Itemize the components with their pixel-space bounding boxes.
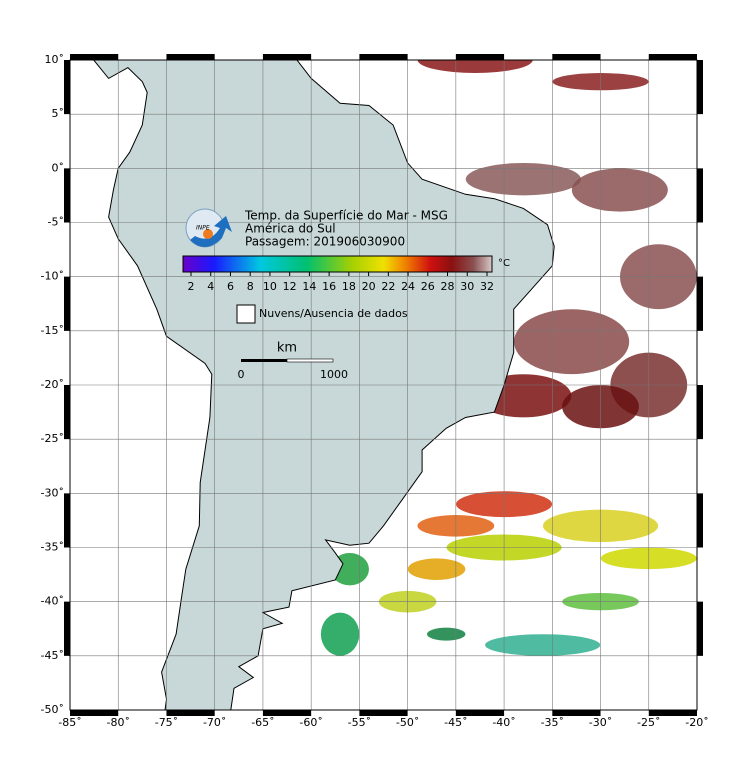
- lat-tick-label: 0˚: [52, 161, 65, 174]
- lat-tick-label: -35˚: [41, 541, 64, 554]
- colorbar-tick-label: 22: [381, 280, 395, 293]
- legend-swatch: [236, 304, 256, 324]
- lat-tick-label: -10˚: [41, 270, 64, 283]
- sst-patch: [571, 168, 668, 212]
- colorbar-ticks: 2 4 6 8 10 12 14 16 18 20 22 24 26 28 30 32: [188, 272, 494, 293]
- lon-tick-label: -35˚: [541, 716, 564, 729]
- lat-tick-label: -30˚: [41, 486, 64, 499]
- colorbar-tick-label: 14: [302, 280, 316, 293]
- lon-tick-label: -85˚: [58, 716, 81, 729]
- sst-patch: [514, 309, 630, 375]
- sst-patch: [485, 634, 601, 656]
- lat-tick-label: -45˚: [41, 649, 64, 662]
- colorbar-tick-label: 6: [227, 280, 234, 293]
- info-panel: INPE Temp. da Superfície do Mar - MSG Am…: [182, 208, 510, 381]
- lat-tick-label: -40˚: [41, 595, 64, 608]
- lon-tick-label: -20˚: [685, 716, 708, 729]
- tick-labels: -85˚ -80˚ -75˚ -70˚ -65˚ -60˚ -55˚ -50˚ -45˚ -40˚…: [41, 53, 709, 729]
- lon-tick-label: -65˚: [251, 716, 274, 729]
- scale-label: 0: [238, 368, 245, 381]
- sst-patch: [407, 558, 466, 580]
- colorbar-tick-label: 18: [342, 280, 356, 293]
- lon-tick-label: -25˚: [637, 716, 660, 729]
- colorbar-tick-label: 20: [362, 280, 376, 293]
- colorbar-unit: °C: [498, 258, 510, 269]
- lon-tick-label: -55˚: [348, 716, 371, 729]
- scale-unit: km: [277, 341, 297, 356]
- lon-tick-label: -45˚: [444, 716, 467, 729]
- logo-sun: [203, 229, 213, 239]
- lat-tick-label: -20˚: [41, 378, 64, 391]
- lat-tick-label: -50˚: [41, 703, 64, 716]
- lon-tick-label: -30˚: [589, 716, 612, 729]
- scale-label: 1000: [320, 368, 348, 381]
- colorbar-tick-label: 12: [283, 280, 297, 293]
- lat-tick-label: -15˚: [41, 324, 64, 337]
- colorbar-tick-label: 16: [322, 280, 336, 293]
- colorbar-tick-label: 32: [480, 280, 494, 293]
- colorbar-tick-label: 24: [401, 280, 415, 293]
- lon-tick-label: -70˚: [203, 716, 226, 729]
- lat-tick-label: 5˚: [52, 107, 65, 120]
- lon-tick-label: -75˚: [155, 716, 178, 729]
- sst-patch: [465, 162, 581, 196]
- lon-tick-label: -50˚: [396, 716, 419, 729]
- subtitle: América do Sul: [245, 222, 336, 236]
- pass-time: Passagem: 201906030900: [245, 235, 405, 249]
- lon-tick-label: -40˚: [492, 716, 515, 729]
- sst-patch: [320, 612, 360, 656]
- scale-bar-segment: [286, 358, 334, 363]
- lat-tick-label: -5˚: [48, 216, 64, 229]
- map-frame: [64, 54, 703, 716]
- sst-patch: [427, 627, 466, 641]
- colorbar: [182, 255, 493, 273]
- colorbar-tick-label: 28: [441, 280, 455, 293]
- colorbar-tick-label: 2: [188, 280, 195, 293]
- lat-tick-label: -25˚: [41, 432, 64, 445]
- continent: [93, 60, 555, 710]
- lon-tick-label: -80˚: [106, 716, 129, 729]
- title: Temp. da Superfície do Mar - MSG: [244, 209, 448, 223]
- colorbar-tick-label: 30: [460, 280, 474, 293]
- legend-text: Nuvens/Ausencia de dados: [259, 307, 408, 320]
- colorbar-tick-label: 4: [207, 280, 214, 293]
- colorbar-tick-label: 26: [421, 280, 435, 293]
- lon-tick-label: -60˚: [299, 716, 322, 729]
- logo-arrow: [190, 216, 232, 248]
- colorbar-tick-label: 8: [247, 280, 254, 293]
- lat-tick-label: 10˚: [45, 53, 65, 66]
- colorbar-tick-label: 10: [263, 280, 277, 293]
- logo-text: INPE: [196, 225, 210, 232]
